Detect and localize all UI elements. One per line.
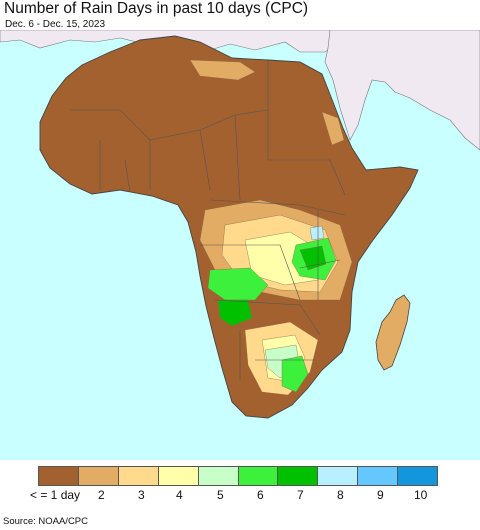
legend-label-6: 6 [257, 488, 264, 502]
legend-label-3: 3 [138, 488, 145, 502]
rain-days-map [0, 30, 480, 460]
zone-6-day-a [207, 267, 269, 301]
legend-swatch-5 [198, 467, 239, 485]
legend-swatch-3 [118, 467, 159, 485]
legend-label-7: 7 [297, 488, 304, 502]
middle-east-landmass [324, 30, 480, 151]
zone-6-day-c [281, 355, 309, 393]
legend-swatch-2 [78, 467, 119, 485]
legend-swatch-8 [318, 467, 359, 485]
zone-7-day-a [217, 299, 253, 327]
madagascar [375, 294, 411, 371]
legend-swatch-6 [238, 467, 279, 485]
zone-2-north [189, 59, 256, 81]
legend-label-2: 2 [98, 488, 105, 502]
legend-color-bar [38, 466, 438, 486]
legend-label-5: 5 [217, 488, 224, 502]
legend-swatch-7 [278, 467, 319, 485]
country-borders [70, 60, 346, 380]
zone-8-day [309, 225, 325, 241]
legend-label-4: 4 [176, 488, 183, 502]
legend-label-1: < = 1 day [30, 488, 81, 502]
zone-2-horn [321, 111, 345, 146]
legend-label-8: 8 [337, 488, 344, 502]
legend-swatch-4 [158, 467, 199, 485]
map-canvas [0, 30, 480, 460]
date-range: Dec. 6 - Dec. 15, 2023 [5, 19, 106, 30]
map-title: Number of Rain Days in past 10 days (CPC… [4, 0, 309, 17]
legend-swatch-10 [398, 467, 438, 485]
legend-label-10: 10 [414, 488, 428, 502]
legend-swatch-9 [358, 467, 399, 485]
legend-swatch-1 [39, 467, 79, 485]
data-source: Source: NOAA/CPC [3, 516, 88, 527]
legend-label-9: 9 [377, 488, 384, 502]
legend-labels: < = 1 day 2 3 4 5 6 7 8 9 10 [30, 488, 450, 504]
